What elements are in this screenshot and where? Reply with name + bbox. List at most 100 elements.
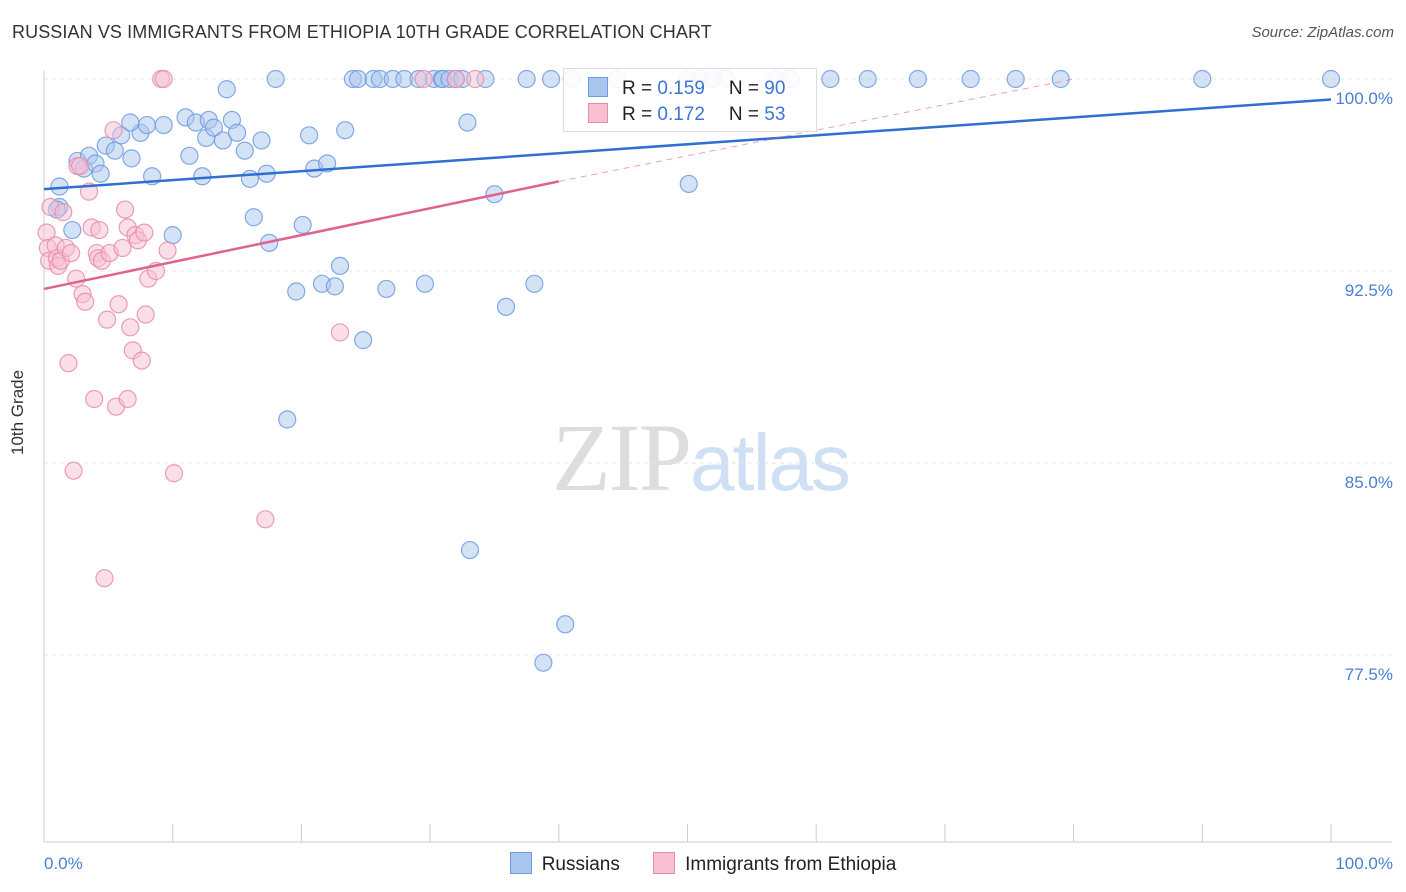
y-tick-label: 100.0%	[1335, 89, 1393, 108]
russians-point	[415, 274, 435, 293]
y-axis-label: 10th Grade	[8, 369, 27, 455]
x-tick-label: 0.0%	[44, 854, 83, 873]
legend-item-russians: Russians	[509, 852, 620, 876]
legend-swatch-ethiopia	[588, 103, 608, 123]
ethiopia-point	[97, 310, 117, 329]
ethiopia-point	[64, 461, 83, 480]
ethiopia-point	[109, 295, 128, 314]
russians-point	[105, 141, 124, 160]
legend-row-russians: R = 0.159 N = 90	[588, 77, 785, 99]
legend-swatch-russians	[588, 77, 608, 97]
russians-point	[348, 69, 368, 89]
ethiopia-point	[136, 305, 155, 324]
russians-point	[1006, 69, 1025, 89]
ethiopia-point	[113, 238, 132, 258]
russians-point	[235, 141, 254, 160]
russians-point	[679, 174, 698, 194]
ethiopia-point	[414, 69, 433, 89]
russians-point	[63, 220, 82, 240]
russians-point	[244, 208, 263, 227]
russians-point	[1051, 69, 1070, 89]
russians-point	[252, 131, 271, 150]
russians-point	[858, 69, 877, 89]
ethiopia-point	[330, 323, 350, 342]
legend-label-ethiopia: Immigrants from Ethiopia	[685, 854, 897, 875]
russians-point	[217, 80, 236, 99]
ethiopia-point	[104, 121, 123, 140]
russians-point	[330, 256, 350, 275]
russians-point	[460, 540, 480, 560]
russians-point	[278, 410, 297, 429]
russians-point	[227, 123, 247, 142]
russians-point	[154, 115, 173, 135]
russians-point	[354, 331, 373, 350]
source-credit: Source: ZipAtlas.com	[1251, 24, 1394, 41]
ethiopia-point	[95, 569, 114, 588]
russians-point	[213, 131, 232, 150]
russians-point	[377, 279, 396, 299]
russians-point	[193, 167, 212, 186]
russians-point	[287, 282, 306, 301]
watermark-zip: ZIP	[552, 404, 692, 511]
russians-point	[318, 154, 337, 173]
russians-point	[525, 274, 544, 293]
russians-point	[266, 69, 285, 89]
legend-r-label: R =	[622, 104, 658, 125]
legend-swatch-russians	[509, 852, 532, 874]
chart-title: RUSSIAN VS IMMIGRANTS FROM ETHIOPIA 10TH…	[12, 22, 712, 42]
series-legend: Russians Immigrants from Ethiopia	[0, 852, 1406, 876]
russians-point	[240, 169, 260, 188]
russians-point	[293, 215, 312, 235]
legend-r-value: 0.172	[657, 104, 705, 125]
ethiopia-point	[154, 69, 173, 89]
ethiopia-point	[256, 510, 275, 529]
legend-swatch-ethiopia	[653, 852, 676, 874]
ethiopia-point	[70, 156, 90, 176]
russians-point	[336, 121, 355, 140]
russians-point	[122, 149, 141, 168]
russians-point	[121, 113, 140, 132]
russians-point	[91, 164, 110, 183]
russians-trend-line	[43, 98, 1332, 191]
legend-n-label: N =	[728, 78, 765, 99]
legend-n-value: 53	[764, 104, 786, 125]
ethiopia-point	[54, 203, 73, 222]
russians-point	[204, 118, 223, 137]
ethiopia-point	[118, 389, 137, 409]
watermark: ZIPatlas	[552, 402, 851, 513]
ethiopia-point	[446, 69, 465, 89]
y-tick-label: 77.5%	[1345, 665, 1393, 684]
ethiopia-point	[132, 351, 151, 370]
ethiopia-point	[158, 241, 177, 260]
legend-n-label: N =	[728, 104, 765, 125]
ethiopia-point	[164, 464, 184, 483]
legend-n-value: 90	[764, 78, 786, 99]
y-tick-label: 85.0%	[1345, 473, 1393, 492]
ethiopia-point	[59, 354, 78, 373]
ethiopia-point	[135, 223, 154, 242]
russians-point	[541, 69, 561, 89]
russians-point	[517, 69, 536, 89]
russians-point	[1193, 69, 1212, 89]
russians-point	[534, 653, 553, 672]
y-tick-label: 92.5%	[1345, 281, 1393, 300]
russians-point	[325, 277, 344, 296]
ethiopia-point	[466, 69, 485, 89]
russians-point	[908, 69, 927, 89]
legend-item-ethiopia: Immigrants from Ethiopia	[653, 852, 896, 876]
russians-point	[556, 615, 575, 634]
russians-point	[496, 297, 516, 316]
correlation-legend: R = 0.159 N = 90 R = 0.172 N = 53	[563, 68, 817, 132]
legend-r-label: R =	[622, 78, 658, 99]
ethiopia-point	[115, 200, 135, 219]
ethiopia-point	[61, 243, 81, 263]
russians-point	[1321, 69, 1341, 89]
russians-point	[961, 69, 980, 89]
russians-point	[180, 146, 199, 165]
legend-r-value: 0.159	[657, 78, 705, 99]
x-tick-label: 100.0%	[1335, 854, 1393, 873]
russians-point	[163, 226, 182, 245]
legend-row-ethiopia: R = 0.172 N = 53	[588, 103, 785, 125]
legend-label-russians: Russians	[541, 854, 620, 875]
